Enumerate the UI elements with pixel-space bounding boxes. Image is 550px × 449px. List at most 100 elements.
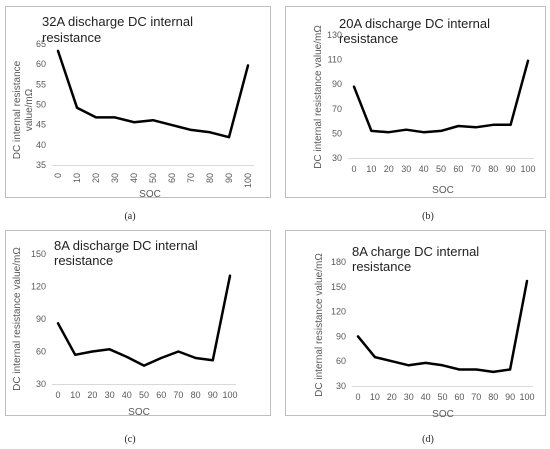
x-tick-label: 50 — [437, 392, 447, 402]
series-line — [56, 274, 232, 367]
x-tick-label: 30 — [401, 164, 411, 174]
x-tick-label: 40 — [419, 164, 429, 174]
y-tick-label: 30 — [36, 379, 46, 389]
y-axis-title: DC internal resistance value/mΩ — [314, 253, 325, 397]
y-axis-title: DC internal resistance — [12, 60, 23, 159]
x-tick-label: 0 — [355, 392, 360, 402]
x-axis-title: SOC — [432, 185, 454, 196]
x-tick-label: 60 — [453, 164, 463, 174]
x-tick-label: 40 — [421, 392, 431, 402]
chart-title: 32A discharge DC internal — [42, 14, 193, 29]
x-tick-label: 90 — [224, 173, 234, 183]
x-tick-label: 70 — [173, 390, 183, 400]
y-tick-label: 30 — [336, 381, 346, 391]
y-tick-label: 120 — [331, 307, 346, 317]
x-tick-label: 80 — [205, 173, 215, 183]
x-tick-label: 100 — [520, 164, 535, 174]
x-axis-title: SOC — [432, 409, 454, 420]
x-axis-title: SOC — [139, 189, 161, 200]
chart-title: resistance — [352, 259, 411, 274]
y-tick-label: 50 — [332, 128, 342, 138]
x-tick-label: 90 — [506, 164, 516, 174]
x-tick-label: 60 — [156, 390, 166, 400]
x-tick-label: 30 — [404, 392, 414, 402]
x-tick-label: 80 — [191, 390, 201, 400]
chart-title: resistance — [54, 253, 113, 268]
x-tick-label: 100 — [222, 390, 237, 400]
x-tick-label: 100 — [243, 173, 253, 188]
x-tick-label: 10 — [366, 164, 376, 174]
x-tick-label: 60 — [167, 173, 177, 183]
y-tick-label: 45 — [36, 120, 46, 130]
y-tick-label: 70 — [332, 104, 342, 114]
x-tick-label: 60 — [454, 392, 464, 402]
x-tick-label: 0 — [53, 173, 63, 178]
x-tick-label: 20 — [384, 164, 394, 174]
y-tick-label: 120 — [31, 282, 46, 292]
x-tick-label: 20 — [87, 390, 97, 400]
x-tick-label: 70 — [471, 392, 481, 402]
panel-frame — [285, 230, 546, 416]
x-tick-label: 30 — [105, 390, 115, 400]
y-tick-label: 90 — [336, 331, 346, 341]
x-tick-label: 20 — [91, 173, 101, 183]
chart-title: resistance — [339, 31, 398, 46]
x-tick-label: 70 — [186, 173, 196, 183]
series-line — [352, 59, 530, 134]
x-tick-label: 50 — [436, 164, 446, 174]
x-tick-label: 40 — [122, 390, 132, 400]
y-axis-title: value/mΩ — [24, 88, 35, 131]
y-axis-title: DC internal resistance value/mΩ — [313, 25, 324, 169]
panel-frame — [285, 6, 546, 198]
y-tick-label: 90 — [36, 314, 46, 324]
panel-caption: (a) — [124, 211, 135, 222]
x-tick-label: 70 — [471, 164, 481, 174]
x-tick-label: 80 — [488, 392, 498, 402]
x-tick-label: 0 — [55, 390, 60, 400]
x-tick-label: 80 — [488, 164, 498, 174]
y-tick-label: 55 — [36, 79, 46, 89]
x-tick-label: 40 — [129, 173, 139, 183]
chart-title: resistance — [42, 30, 101, 45]
y-tick-label: 30 — [332, 153, 342, 163]
x-tick-label: 20 — [387, 392, 397, 402]
y-axis-title: DC internal resistance value/mΩ — [12, 247, 23, 391]
x-tick-label: 90 — [505, 392, 515, 402]
panel-caption: (c) — [124, 434, 135, 445]
chart-title: 20A discharge DC internal — [339, 16, 490, 31]
x-tick-label: 10 — [370, 392, 380, 402]
chart-title: 8A charge DC internal — [352, 244, 479, 259]
y-tick-label: 90 — [332, 79, 342, 89]
x-axis-title: SOC — [128, 407, 150, 418]
series-line — [56, 49, 250, 139]
panel-caption: (d) — [422, 434, 434, 445]
y-tick-label: 60 — [36, 59, 46, 69]
y-tick-label: 65 — [36, 39, 46, 49]
x-tick-label: 10 — [72, 173, 82, 183]
y-tick-label: 35 — [36, 160, 46, 170]
y-tick-label: 150 — [31, 249, 46, 259]
y-tick-label: 150 — [331, 282, 346, 292]
x-tick-label: 100 — [519, 392, 534, 402]
y-tick-label: 110 — [328, 55, 342, 65]
x-tick-label: 0 — [351, 164, 356, 174]
chart-title: 8A discharge DC internal — [54, 238, 198, 253]
x-tick-label: 30 — [110, 173, 120, 183]
x-tick-label: 90 — [208, 390, 218, 400]
x-tick-label: 50 — [139, 390, 149, 400]
y-tick-label: 50 — [36, 100, 46, 110]
x-tick-label: 10 — [70, 390, 80, 400]
x-tick-label: 50 — [148, 173, 158, 183]
y-tick-label: 180 — [331, 257, 346, 267]
series-line — [356, 279, 529, 374]
y-tick-label: 40 — [36, 140, 46, 150]
y-tick-label: 60 — [36, 347, 46, 357]
y-tick-label: 130 — [327, 30, 342, 40]
y-tick-label: 60 — [336, 356, 346, 366]
panel-caption: (b) — [422, 211, 434, 222]
